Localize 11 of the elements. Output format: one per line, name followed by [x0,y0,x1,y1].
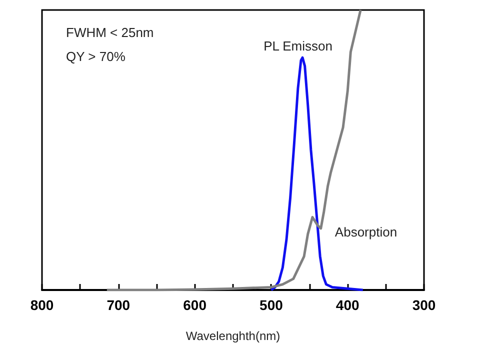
x-tick-label: 400 [336,297,360,313]
x-axis-title: Wavelenghth(nm) [186,329,280,343]
x-tick-label: 300 [412,297,436,313]
x-tick-label: 600 [183,297,207,313]
x-tick-label: 800 [30,297,54,313]
annotation: QY > 70% [66,49,126,64]
series-label: PL Emisson [264,38,332,54]
annotation: FWHM < 25nm [66,25,154,40]
x-tick-label: 500 [260,297,284,313]
x-tick-label: 700 [106,297,130,313]
series-label: Absorption [334,224,398,240]
